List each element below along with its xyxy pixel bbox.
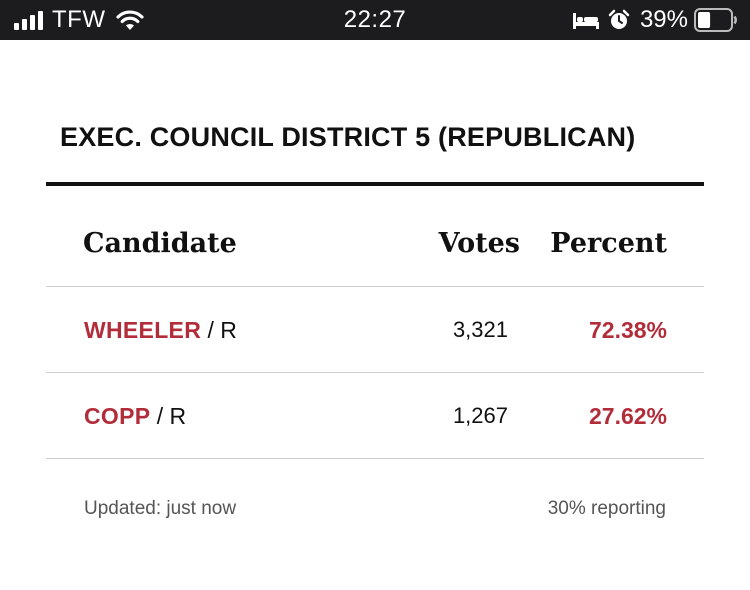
status-bar-left: TFW (14, 0, 145, 40)
column-header-percent: Percent (550, 228, 667, 259)
vote-percent: 27.62% (588, 403, 667, 429)
battery-percent: 39% (639, 6, 688, 33)
status-bar: TFW 22:27 39% (0, 0, 750, 40)
candidate-name[interactable]: COPP (84, 403, 151, 429)
table-row: COPP / R 1,267 27.62% (46, 372, 704, 458)
candidate-cell: WHEELER / R (84, 287, 237, 373)
battery-icon (694, 8, 737, 32)
election-results-card: EXEC. COUNCIL DISTRICT 5 (REPUBLICAN) Ca… (46, 40, 704, 590)
updated-status: Updated: just now (84, 498, 237, 519)
reporting-status: 30% reporting (547, 498, 666, 519)
candidate-party: / R (201, 317, 237, 343)
status-bar-right: 39% (572, 0, 738, 40)
vote-count: 1,267 (452, 403, 508, 428)
carrier-label: TFW (52, 6, 106, 33)
column-header-candidate: Candidate (83, 228, 237, 259)
candidate-name[interactable]: WHEELER (84, 317, 202, 343)
table-bottom-divider (46, 458, 704, 459)
candidate-cell: COPP / R (84, 373, 186, 459)
table-row: WHEELER / R 3,321 72.38% (46, 286, 704, 372)
title-divider (46, 182, 704, 186)
column-header-votes: Votes (438, 228, 520, 259)
wifi-icon (116, 10, 145, 30)
candidate-party: / R (150, 403, 187, 429)
alarm-clock-icon (608, 9, 630, 29)
race-title: EXEC. COUNCIL DISTRICT 5 (REPUBLICAN) (60, 122, 636, 152)
bed-icon (572, 13, 599, 29)
signal-bars-icon (14, 10, 43, 30)
vote-percent: 72.38% (588, 317, 667, 343)
vote-count: 3,321 (452, 317, 508, 342)
